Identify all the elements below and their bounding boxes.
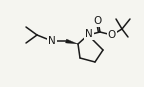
Text: N: N bbox=[85, 29, 93, 39]
Text: N: N bbox=[48, 36, 56, 46]
Text: H: H bbox=[49, 35, 55, 44]
Text: O: O bbox=[108, 30, 116, 40]
Polygon shape bbox=[66, 39, 78, 44]
Text: O: O bbox=[94, 16, 102, 26]
